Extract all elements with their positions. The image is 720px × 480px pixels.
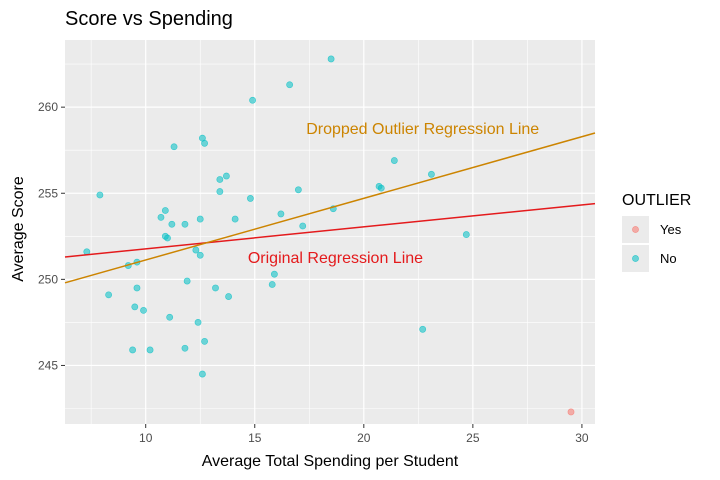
- data-point-no: [170, 143, 178, 151]
- data-point-no: [194, 319, 202, 326]
- data-point-no: [270, 270, 278, 278]
- regression-line: [64, 202, 596, 258]
- data-point-no: [196, 251, 204, 259]
- data-point-no: [201, 139, 208, 147]
- data-point-yes: [567, 408, 575, 416]
- x-tick-label: 10: [139, 431, 153, 445]
- y-tick-label: 255: [38, 186, 58, 200]
- regression-line: [64, 132, 596, 284]
- x-tick-label: 25: [466, 431, 480, 445]
- axis-ticks: 10 15 20 25 30 245 250 255 260: [38, 100, 589, 445]
- legend-key-dot: [632, 226, 639, 233]
- data-point-no: [146, 346, 154, 354]
- data-point-no: [164, 234, 171, 242]
- data-points: [83, 55, 575, 416]
- data-point-no: [161, 207, 169, 214]
- plot-panel: [65, 40, 595, 424]
- major-gridlines: [65, 40, 595, 424]
- data-point-no: [105, 291, 113, 299]
- data-point-no: [168, 220, 176, 228]
- x-tick-label: 20: [357, 431, 371, 445]
- regression-lines: Original Regression Line Dropped Outlier …: [64, 121, 596, 284]
- data-point-no: [462, 231, 470, 238]
- regression-line-label: Dropped Outlier Regression Line: [306, 121, 539, 138]
- y-axis-title: Average Score: [10, 176, 27, 282]
- chart-title: Score vs Spending: [65, 8, 233, 30]
- legend-key-dot: [632, 255, 639, 262]
- legend-title: OUTLIER: [622, 192, 691, 209]
- data-point-no: [157, 213, 165, 221]
- data-point-no: [390, 157, 398, 164]
- data-point-no: [196, 215, 204, 223]
- data-point-no: [216, 176, 224, 183]
- data-point-no: [222, 172, 230, 180]
- data-point-no: [428, 170, 435, 178]
- data-point-no: [192, 246, 200, 254]
- data-point-no: [419, 325, 427, 333]
- data-point-no: [183, 277, 191, 285]
- data-point-no: [225, 293, 232, 300]
- legend-label: No: [660, 251, 677, 266]
- data-point-no: [327, 55, 335, 63]
- data-point-no: [181, 220, 189, 228]
- x-axis-title: Average Total Spending per Student: [202, 453, 459, 470]
- x-tick-label: 15: [248, 431, 262, 445]
- data-point-no: [129, 346, 137, 354]
- data-point-no: [166, 313, 174, 321]
- data-point-no: [131, 303, 139, 311]
- data-point-no: [294, 186, 302, 194]
- data-point-no: [181, 344, 189, 352]
- data-point-no: [212, 284, 219, 292]
- data-point-no: [249, 96, 256, 104]
- y-tick-label: 260: [38, 100, 58, 114]
- data-point-no: [201, 337, 208, 345]
- data-point-no: [216, 188, 224, 195]
- regression-line-label: Original Regression Line: [248, 250, 423, 267]
- data-point-no: [377, 184, 385, 192]
- data-point-no: [231, 215, 239, 223]
- x-tick-label: 30: [575, 431, 589, 445]
- legend: OUTLIER Yes No: [622, 192, 691, 272]
- data-point-no: [246, 195, 254, 202]
- y-tick-label: 250: [38, 272, 58, 286]
- data-point-no: [299, 222, 307, 230]
- y-tick-label: 245: [38, 358, 58, 372]
- data-point-no: [277, 210, 285, 218]
- legend-label: Yes: [660, 222, 682, 237]
- data-point-no: [133, 284, 141, 292]
- data-point-no: [96, 191, 104, 199]
- minor-gridlines: [65, 40, 595, 424]
- data-point-no: [140, 306, 147, 314]
- data-point-no: [286, 81, 294, 89]
- data-point-no: [199, 370, 206, 378]
- data-point-no: [268, 281, 276, 288]
